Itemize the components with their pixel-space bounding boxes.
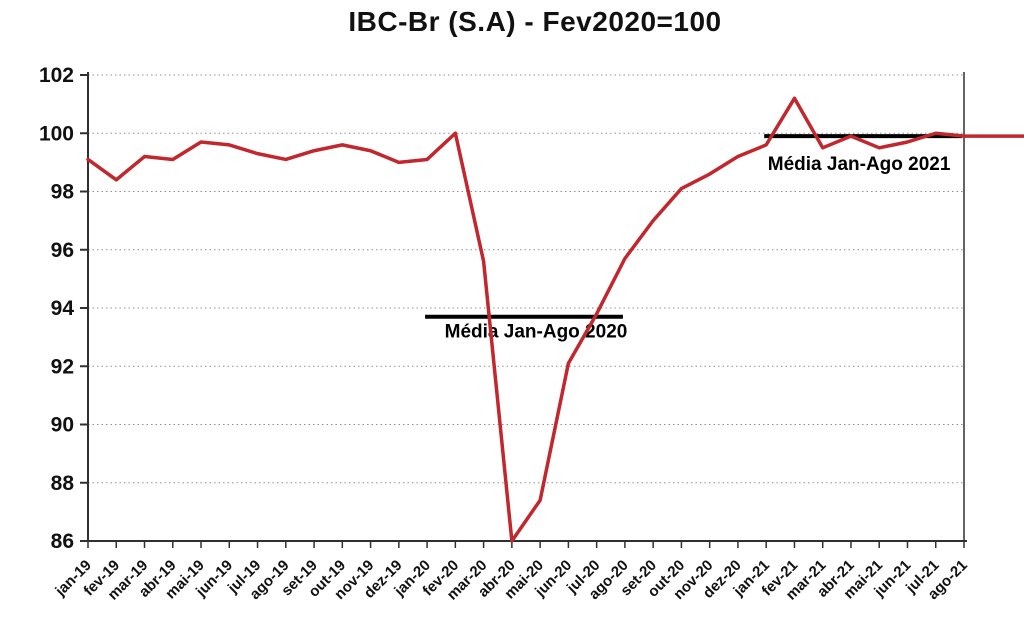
y-tick-label: 92 <box>51 355 74 378</box>
y-tick-label: 102 <box>39 64 74 87</box>
annotation-label: Média Jan-Ago 2021 <box>768 154 951 175</box>
y-tick-label: 98 <box>51 181 75 204</box>
y-tick-label: 90 <box>51 414 74 437</box>
y-tick-label: 86 <box>51 530 74 553</box>
series-line <box>86 96 1024 543</box>
annotation-label: Média Jan-Ago 2020 <box>445 322 628 343</box>
y-tick-label: 94 <box>51 297 75 320</box>
chart-title: IBC-Br (S.A) - Fev2020=100 <box>348 6 722 37</box>
y-tick-label: 100 <box>39 122 74 145</box>
y-tick-label: 88 <box>51 472 75 495</box>
y-tick-label: 96 <box>51 239 74 262</box>
